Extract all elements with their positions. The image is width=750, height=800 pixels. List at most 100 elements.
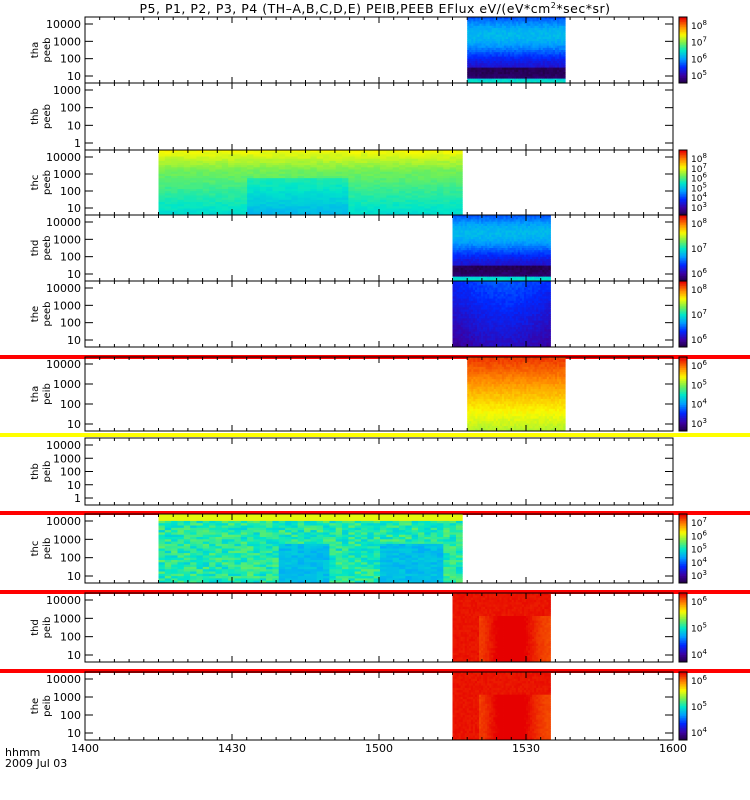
spectrogram-cell (538, 243, 541, 247)
spectrogram-cell (481, 45, 484, 49)
spectrogram-cell (449, 210, 457, 214)
y-tick-label: 10 (67, 202, 81, 215)
spectrogram-cell (477, 56, 480, 60)
spectrogram-cell (544, 223, 547, 227)
spectrogram-cell (491, 41, 495, 44)
spectrogram-cell (460, 263, 464, 266)
spectrogram-cell (523, 230, 527, 233)
spectrogram-cell (452, 272, 455, 275)
spectrogram-cell (540, 239, 543, 242)
spectrogram-cell (563, 45, 566, 49)
spectrogram-cell (497, 261, 500, 264)
colorbar-cell (679, 228, 687, 231)
spectrogram-cell (483, 17, 486, 20)
spectrogram-cell (373, 167, 381, 170)
spectrogram-cell (411, 206, 419, 209)
spectrogram-cell (501, 239, 504, 242)
spectrogram-cell (516, 36, 519, 40)
spectrogram-cell (493, 56, 497, 60)
spectrogram-cell (196, 208, 204, 212)
spectrogram-cell (474, 215, 478, 218)
spectrogram-cell (518, 50, 521, 53)
spectrogram-cell (523, 248, 527, 251)
spectrogram-cell (380, 150, 387, 153)
spectrogram-cell (520, 74, 523, 77)
spectrogram-cell (323, 193, 330, 196)
spectrogram-cell (487, 34, 491, 38)
spectrogram-cell (530, 221, 533, 225)
panel-probe-label: thb (30, 108, 41, 125)
spectrogram-cell (266, 202, 273, 205)
spectrogram-cell (234, 204, 242, 207)
spectrogram-cell (497, 25, 501, 29)
spectrogram-cell (316, 167, 324, 170)
spectrogram-cell (405, 163, 413, 166)
spectrogram-cell (515, 254, 519, 258)
spectrogram-cell (561, 25, 564, 29)
spectrogram-cell (548, 63, 552, 66)
spectrogram-cell (342, 160, 349, 164)
spectrogram-cell (501, 45, 505, 49)
spectrogram-cell (479, 276, 482, 280)
spectrogram-cell (477, 228, 480, 231)
spectrogram-cell (526, 32, 529, 35)
y-tick-label: 100 (60, 53, 81, 66)
spectrogram-cell (458, 232, 462, 236)
spectrogram-cell (454, 223, 457, 227)
spectrogram-cell (536, 276, 539, 280)
spectrogram-cell (285, 178, 292, 181)
spectrogram-cell (559, 63, 562, 66)
spectrogram-cell (530, 41, 533, 44)
spectrogram-cell (310, 158, 318, 162)
spectrogram-cell (501, 32, 505, 35)
spectrogram-cell (507, 278, 511, 282)
spectrogram-cell (196, 184, 204, 188)
colorbar-tick-label: 108 (691, 19, 707, 32)
spectrogram-cell (514, 67, 517, 71)
colorbar-tick-exponent: 7 (702, 162, 706, 170)
spectrogram-cell (418, 158, 425, 162)
y-tick-label: 1000 (53, 233, 81, 246)
spectrogram-cell (489, 63, 493, 66)
spectrogram-cell (513, 276, 517, 280)
colorbar-cell (679, 224, 687, 228)
spectrogram-cell (505, 215, 509, 218)
spectrogram-cell (516, 56, 519, 60)
spectrogram-cell (485, 272, 488, 275)
colorbar-tick-exponent: 8 (702, 217, 706, 225)
spectrogram-cell (489, 217, 492, 220)
spectrogram-cell (481, 272, 484, 275)
spectrogram-cell (548, 17, 552, 20)
spectrogram-cell (520, 52, 523, 55)
spectrogram-cell (411, 186, 419, 190)
spectrogram-cell (443, 202, 451, 205)
spectrogram-cell (522, 41, 525, 44)
spectrogram-cell (501, 50, 505, 53)
spectrogram-cell (430, 156, 438, 160)
spectrogram-cell (158, 202, 166, 205)
spectrogram-cell (538, 241, 541, 244)
spectrogram-cell (471, 23, 474, 27)
spectrogram-cell (477, 254, 480, 258)
spectrogram-cell (554, 65, 558, 68)
spectrogram-cell (424, 154, 432, 157)
spectrogram-cell (501, 254, 504, 258)
figure-title: P5, P1, P2, P3, P4 (TH–A,B,C,D,E) PEIB,P… (139, 1, 611, 17)
spectrogram-cell (497, 52, 501, 55)
spectrogram-cell (483, 47, 486, 51)
spectrogram-cell (177, 178, 185, 181)
spectrogram-cell (272, 182, 280, 186)
spectrogram-cell (540, 228, 543, 231)
spectrogram-cell (228, 178, 235, 181)
spectrogram-cell (316, 210, 324, 214)
spectrogram-cell (503, 226, 506, 229)
spectrogram-cell (487, 223, 490, 227)
spectrogram-cell (497, 245, 500, 249)
spectrogram-cell (291, 195, 299, 199)
spectrogram-cell (460, 274, 464, 277)
spectrogram-cell (466, 256, 470, 260)
spectrogram-cell (489, 252, 492, 255)
spectrogram-cell (483, 252, 486, 255)
spectrogram-cell (462, 239, 466, 242)
